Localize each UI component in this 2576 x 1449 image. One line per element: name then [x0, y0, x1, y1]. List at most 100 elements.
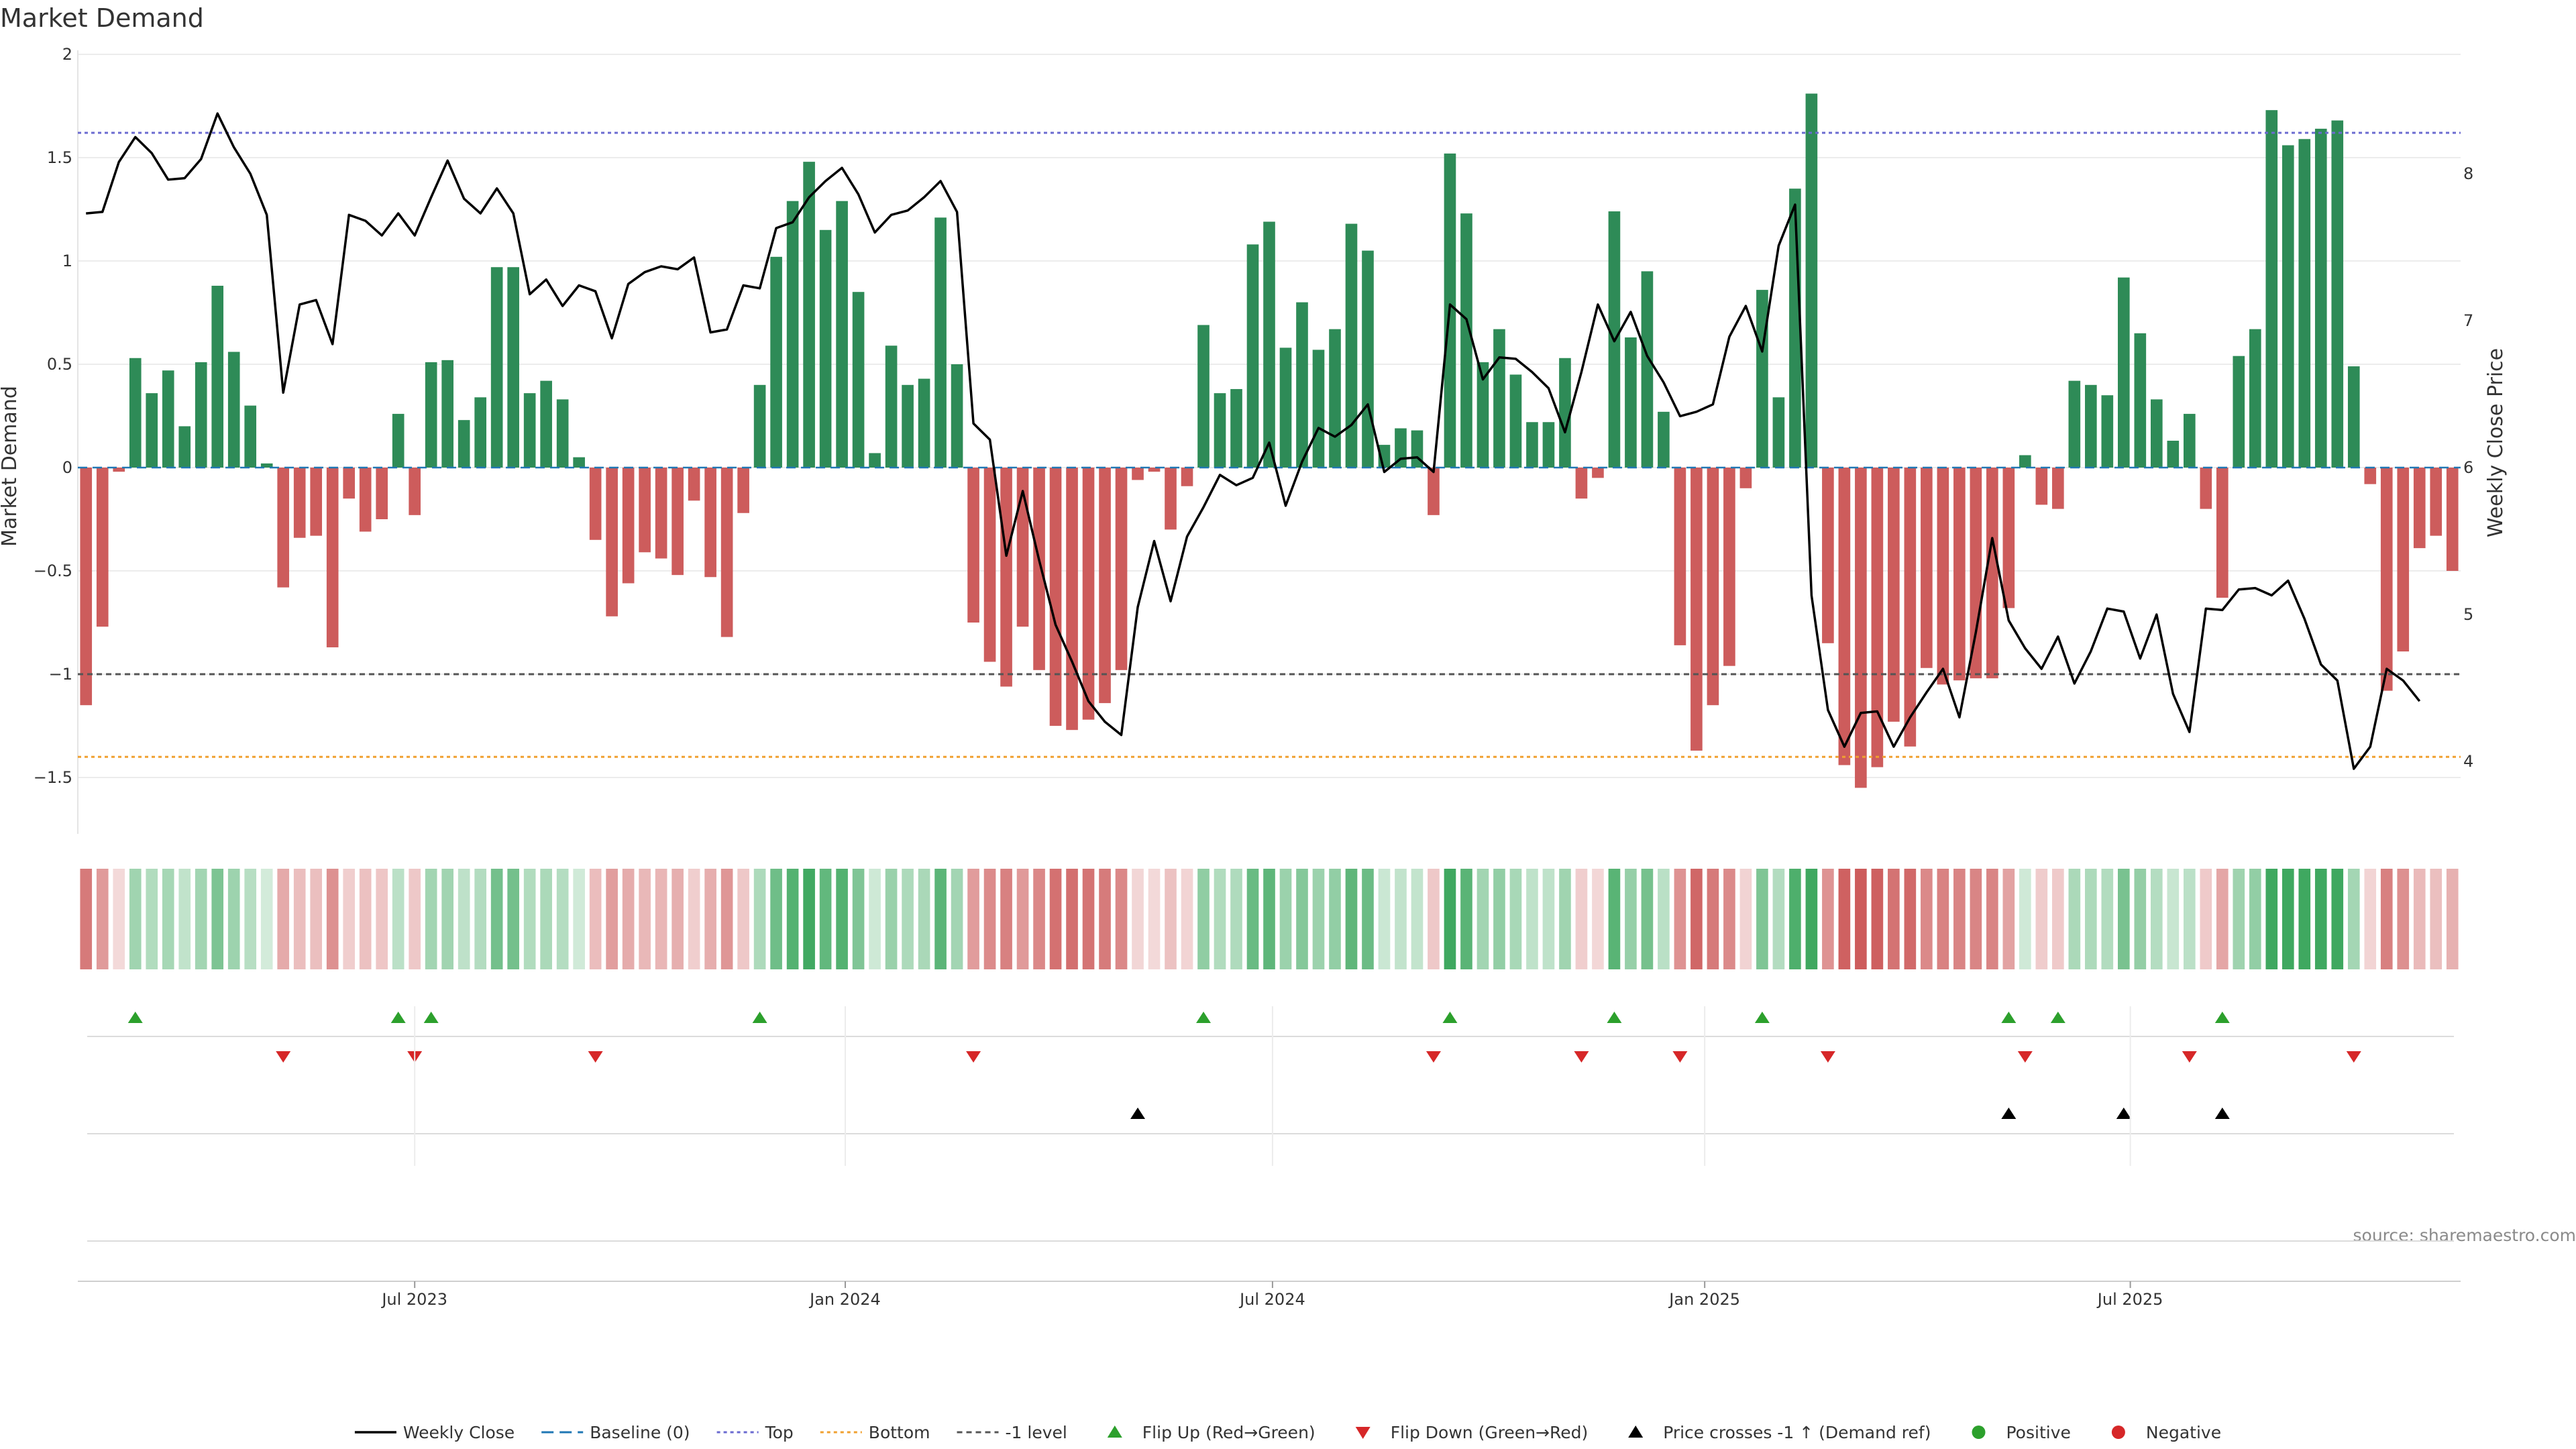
heat-cell [1674, 869, 1686, 969]
flip-down-marker [276, 1051, 291, 1063]
heat-cell [852, 869, 865, 969]
demand-bar [1066, 468, 1078, 731]
demand-bar [1197, 325, 1210, 468]
flip-up-marker [1754, 1012, 1770, 1023]
heat-cell [1658, 869, 1670, 969]
y-tick-label-right: 6 [2463, 458, 2473, 477]
weekly-close-series [86, 112, 2421, 770]
heat-cell [1345, 869, 1358, 969]
demand-bar [1181, 468, 1193, 486]
legend-marker [2111, 1426, 2125, 1439]
y-tick-label-right: 8 [2463, 164, 2473, 183]
legend-item-flip_down: Flip Down (Green→Red) [1355, 1423, 1588, 1442]
demand-bar [507, 267, 519, 468]
heat-cell [934, 869, 947, 969]
heat-cell [1855, 869, 1867, 969]
demand-bar [2380, 468, 2393, 691]
heat-cell [277, 869, 290, 969]
demand-bar [1723, 468, 1735, 666]
heat-cell [2101, 869, 2114, 969]
demand-bar [80, 468, 93, 706]
legend-item-positive: Positive [1972, 1423, 2071, 1442]
flip-down-marker [2017, 1051, 2033, 1063]
demand-bar [1559, 358, 1571, 468]
heat-cell [211, 869, 224, 969]
heat-cell [2249, 869, 2261, 969]
legend-item-bottom: Bottom [820, 1423, 930, 1442]
heat-cell [1986, 869, 1998, 969]
flip-up-marker [127, 1012, 143, 1023]
y-tick-label: −0.5 [34, 561, 72, 580]
heat-cell [983, 869, 996, 969]
heat-cell [803, 869, 815, 969]
heat-cell [1411, 869, 1424, 969]
demand-bar [934, 217, 947, 468]
heat-cell [359, 869, 372, 969]
demand-bar [113, 468, 125, 472]
demand-bar [310, 468, 323, 536]
legend-symbol-flip_down [1355, 1427, 1371, 1439]
flip-up-marker [1196, 1012, 1212, 1023]
demand-bar [1921, 468, 1933, 668]
demand-bar [162, 370, 174, 468]
y-tick-label: 1.5 [47, 148, 72, 167]
demand-bar [885, 345, 898, 468]
flip-up-marker [390, 1012, 406, 1023]
demand-bar [753, 384, 766, 468]
heat-cell [606, 869, 618, 969]
heat-cell [1099, 869, 1111, 969]
heat-cell [2002, 869, 2015, 969]
demand-bar [1838, 468, 1851, 765]
demand-bar [409, 468, 421, 515]
heat-cell [885, 869, 898, 969]
demand-bar [2347, 366, 2360, 468]
demand-bar [2430, 468, 2443, 536]
heat-cell [474, 869, 486, 969]
heat-cell [1378, 869, 1391, 969]
heat-cell [540, 869, 552, 969]
flip-down-marker [1574, 1051, 1589, 1063]
demand-bar [951, 364, 963, 468]
demand-bar [474, 397, 486, 468]
demand-bar [1115, 468, 1128, 670]
heat-cell [310, 869, 323, 969]
heat-cell [2364, 869, 2377, 969]
heat-cell [1953, 869, 1966, 969]
demand-bar [1000, 468, 1012, 687]
demand-bar [1214, 393, 1226, 468]
demand-bar [1592, 468, 1604, 478]
heat-cell [146, 869, 158, 969]
heat-cell [343, 869, 356, 969]
demand-bar [1296, 302, 1308, 468]
demand-bar [1493, 329, 1505, 468]
demand-bar [1904, 468, 1917, 747]
demand-bar [902, 384, 914, 468]
heat-cell [1214, 869, 1226, 969]
heat-cell [1509, 869, 1522, 969]
heat-cell [523, 869, 536, 969]
heat-cell [2068, 869, 2081, 969]
heat-cell [1559, 869, 1571, 969]
heat-cell [1805, 869, 1818, 969]
heat-cell [1312, 869, 1325, 969]
heat-cell [1625, 869, 1637, 969]
legend-symbol-positive [1972, 1426, 1986, 1439]
price-cross-marker [2001, 1108, 2017, 1119]
demand-bar [983, 468, 996, 662]
y-axis-label-right: Weekly Close Price [2484, 348, 2508, 537]
demand-bar [146, 393, 158, 468]
demand-bar [1362, 250, 1374, 468]
demand-bar [786, 201, 799, 468]
demand-bar [737, 468, 749, 513]
demand-bar [277, 468, 290, 588]
demand-bar [1641, 271, 1654, 468]
heat-cell [1888, 869, 1900, 969]
heat-cell [2233, 869, 2245, 969]
demand-bar [523, 393, 536, 468]
flip-down-marker [1672, 1051, 1688, 1063]
demand-bar [1953, 468, 1966, 681]
heat-cell [573, 869, 585, 969]
legend-marker [1628, 1426, 1644, 1438]
demand-bar [1855, 468, 1867, 788]
event-markers [87, 1012, 2454, 1242]
